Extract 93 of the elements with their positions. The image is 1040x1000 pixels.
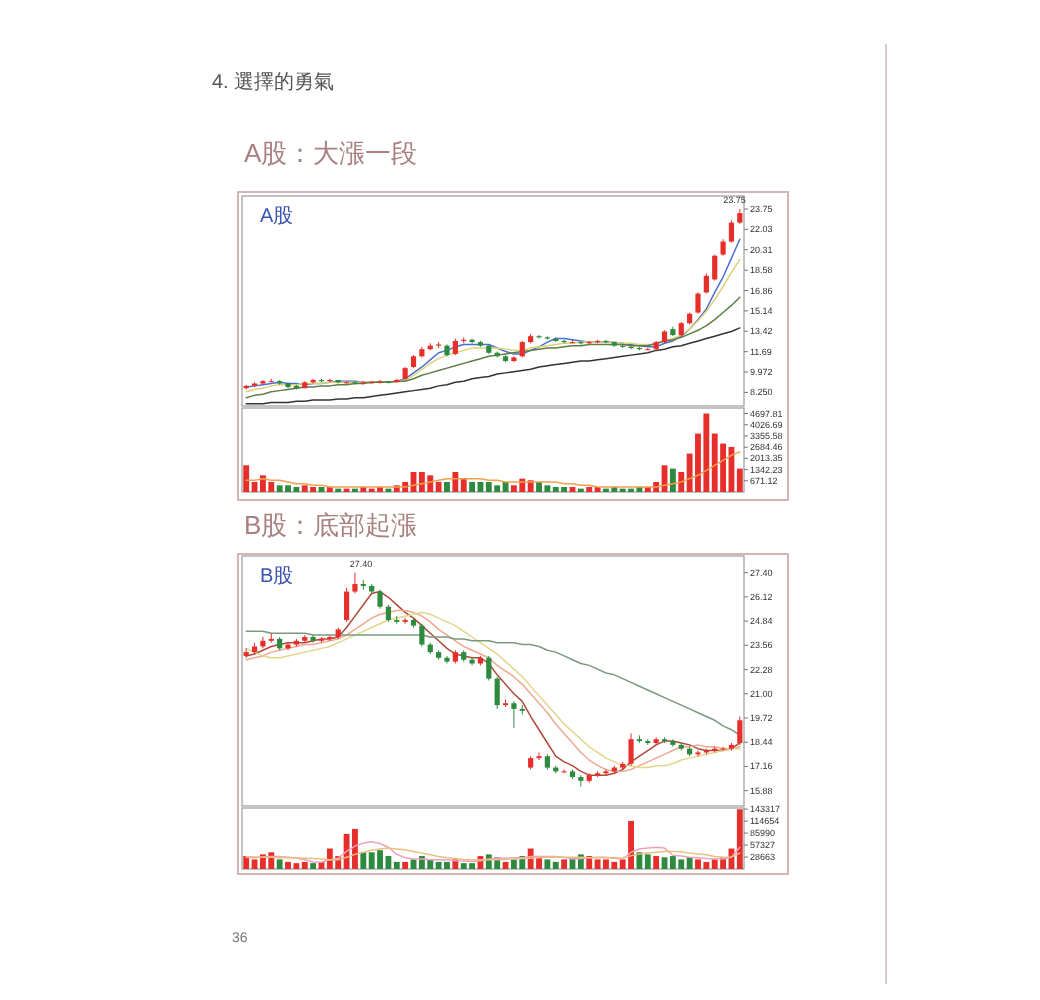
bar <box>326 848 333 869</box>
bar <box>561 859 568 869</box>
bar <box>301 861 308 869</box>
bar <box>276 859 283 869</box>
candlestick <box>494 676 500 710</box>
bar <box>510 859 517 869</box>
text: 4. 選擇的勇氣 <box>212 70 335 94</box>
bar <box>561 486 568 492</box>
candlestick <box>352 572 358 594</box>
candlestick <box>603 768 609 776</box>
candlestick <box>310 634 316 644</box>
candlestick <box>670 738 676 748</box>
bar <box>711 859 718 869</box>
bar <box>669 468 676 492</box>
bar <box>444 481 450 492</box>
candlestick <box>486 655 492 682</box>
bar <box>310 863 317 869</box>
bar <box>343 833 350 869</box>
bar <box>510 485 517 492</box>
candlestick <box>377 379 383 385</box>
bar <box>293 486 300 492</box>
candlestick <box>285 381 291 389</box>
candlestick <box>377 589 383 610</box>
line-series <box>245 327 741 405</box>
bar <box>594 859 601 869</box>
bar <box>460 478 467 492</box>
bar <box>669 856 676 869</box>
bar <box>385 856 392 869</box>
bar <box>636 852 643 869</box>
bar <box>435 481 442 492</box>
bar <box>611 861 618 869</box>
bar <box>586 486 593 492</box>
bar <box>285 861 291 869</box>
bar <box>352 828 358 869</box>
text: A股 <box>260 206 294 228</box>
bar <box>285 485 291 492</box>
bar <box>603 859 609 869</box>
line-series <box>245 296 741 399</box>
bar <box>552 861 559 869</box>
candlestick <box>695 291 701 315</box>
bar <box>485 481 492 492</box>
bar <box>686 857 693 869</box>
candlestick <box>352 380 358 386</box>
bar <box>243 465 250 492</box>
bar <box>703 413 710 492</box>
bar <box>310 486 317 492</box>
bar <box>469 863 476 869</box>
bar <box>368 852 375 869</box>
line-series <box>245 451 741 488</box>
bar <box>544 859 551 869</box>
line-series <box>245 258 741 393</box>
bar <box>703 861 710 869</box>
text: B股 <box>260 566 294 588</box>
candlestick <box>260 636 266 649</box>
chart-title: A股：大漲一段 <box>244 138 418 168</box>
candlestick <box>285 642 291 651</box>
bar <box>460 863 467 869</box>
candlestick <box>720 746 726 752</box>
candlestick <box>728 219 735 244</box>
bar <box>276 485 283 492</box>
bar <box>469 481 476 492</box>
candlestick <box>511 700 517 729</box>
bar <box>544 485 551 492</box>
bar <box>402 861 409 869</box>
bar <box>301 485 308 492</box>
bar <box>695 859 701 869</box>
chart-title: B股：底部起漲 <box>244 510 418 540</box>
bar <box>494 485 501 492</box>
bar <box>360 852 367 869</box>
bar <box>393 861 400 869</box>
bar <box>628 820 634 869</box>
candlestick <box>419 623 425 647</box>
line-series <box>245 841 741 864</box>
bar <box>268 481 275 492</box>
bar <box>736 809 743 869</box>
candlestick <box>578 774 584 788</box>
bar <box>427 475 434 492</box>
bar <box>435 861 442 869</box>
bar <box>552 486 559 492</box>
bar <box>444 861 450 869</box>
bar <box>678 859 685 869</box>
bar <box>644 854 651 869</box>
bar <box>452 471 459 492</box>
bar <box>377 850 383 869</box>
candlestick <box>469 657 475 666</box>
candlestick <box>628 733 634 767</box>
candlestick <box>343 587 350 623</box>
bar <box>418 471 425 492</box>
bar <box>536 481 542 492</box>
candlestick <box>327 634 333 642</box>
candlestick <box>536 334 542 340</box>
bar <box>653 856 660 869</box>
bar <box>293 863 300 869</box>
